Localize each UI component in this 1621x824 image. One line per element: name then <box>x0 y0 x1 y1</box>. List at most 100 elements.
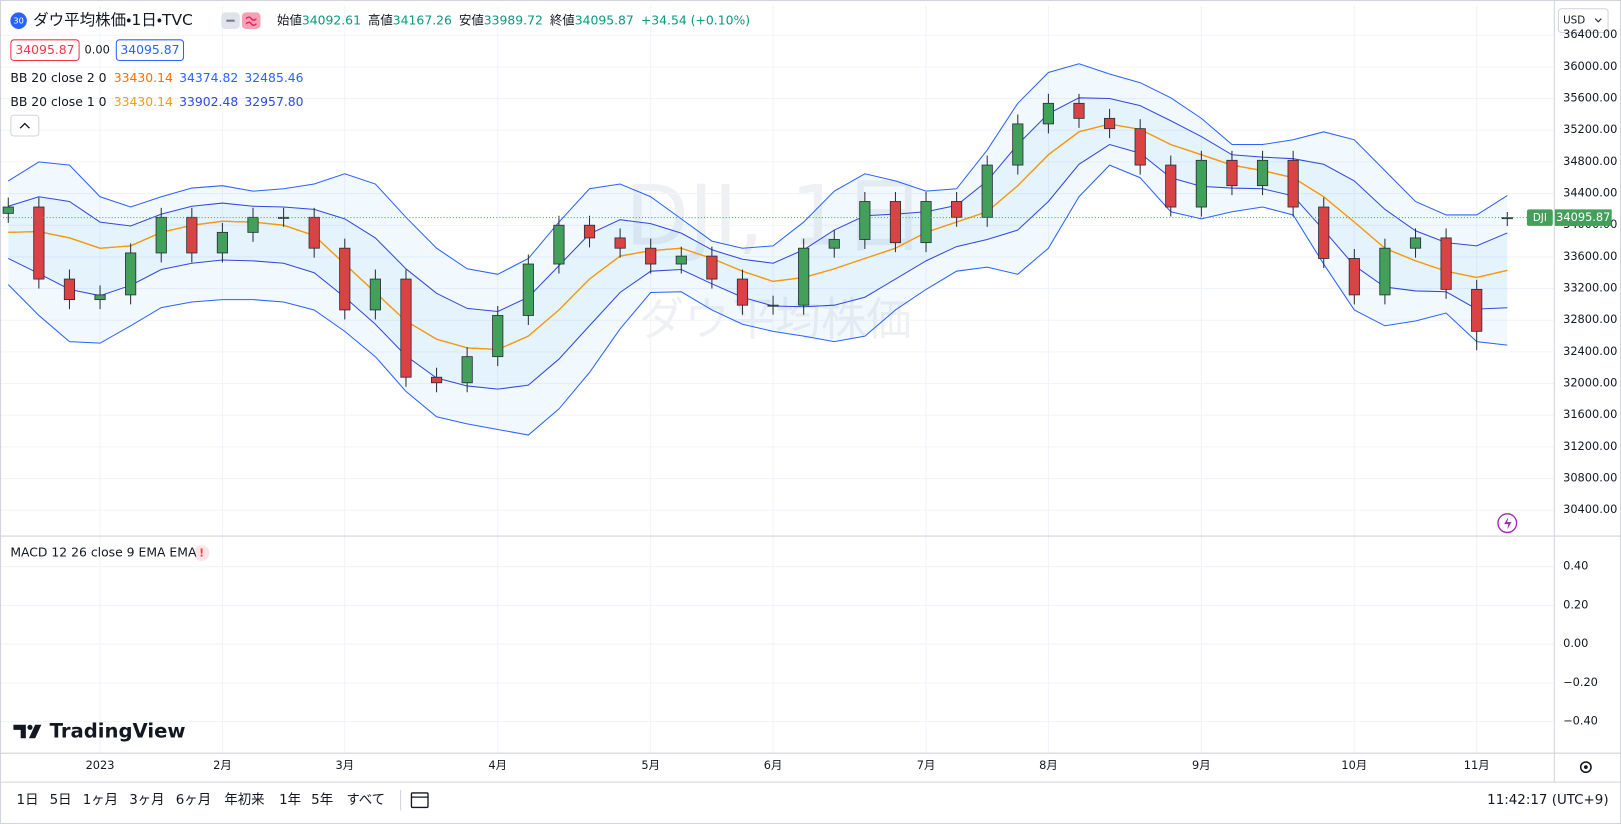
indicator-name[interactable]: BB 20 close 1 0 <box>10 94 106 109</box>
candle-body <box>889 201 902 244</box>
y-tick-label: 32400.00 <box>1563 344 1617 358</box>
range-button[interactable]: 1日 <box>17 793 39 808</box>
candle-body <box>492 315 504 358</box>
candle-body <box>33 206 45 280</box>
indicator-name[interactable]: BB 20 close 2 0 <box>10 70 106 85</box>
candle-body <box>430 376 443 384</box>
range-button[interactable]: 年初来 <box>224 792 264 808</box>
y-tick-label: 34400.00 <box>1563 186 1617 200</box>
y-tick-label: 30400.00 <box>1563 502 1617 516</box>
collapse-legend-button[interactable] <box>10 114 40 137</box>
candle-body <box>2 206 14 214</box>
candle-body <box>1379 247 1391 296</box>
candle-body <box>981 164 993 218</box>
candle-body <box>1012 123 1024 166</box>
candle-body <box>1348 258 1360 296</box>
settings-button[interactable] <box>1579 761 1592 774</box>
sell-button[interactable] <box>10 39 80 61</box>
candle-body <box>1073 102 1085 119</box>
candle-body <box>1471 288 1483 332</box>
logo-mark <box>28 724 42 739</box>
indicator-value: 33430.14 <box>114 70 173 85</box>
candle-body <box>1256 159 1269 187</box>
range-button[interactable]: 3ヶ月 <box>129 793 164 808</box>
range-button[interactable]: 5年 <box>311 792 333 808</box>
candle-body <box>920 201 932 244</box>
clock[interactable]: 11:42:17 (UTC+9) <box>1487 793 1608 808</box>
buy-button[interactable] <box>115 39 185 61</box>
y-tick-label: −0.20 <box>1563 675 1598 689</box>
currency-button[interactable] <box>1557 8 1609 34</box>
ohlc-value: 34095.87 <box>575 12 634 27</box>
band-upper-line <box>7 63 1508 275</box>
band-fill <box>8 63 1508 436</box>
ohlc-value: 34167.26 <box>393 12 452 27</box>
y-tick-label: 34800.00 <box>1563 154 1617 168</box>
candle-body <box>125 252 137 296</box>
range-button[interactable]: 1ヶ月 <box>83 793 118 808</box>
candle-body <box>369 278 381 311</box>
candle-body <box>675 255 687 265</box>
candle-body <box>1409 237 1422 249</box>
header: 30 ダウ平均株価・1日・TVC 始値34092.61 高値34167.26 安… <box>10 11 750 137</box>
candle-body <box>1165 164 1177 208</box>
ohlc-readout: 始値34092.61 高値34167.26 安値33989.72 終値34095… <box>277 12 750 27</box>
candle-body <box>583 224 596 239</box>
collapse-icon <box>19 122 30 129</box>
candle-body <box>736 278 749 306</box>
indicator-value: 33430.14 <box>114 94 173 109</box>
last-price-label-bg <box>1554 209 1612 226</box>
candle-body <box>1104 117 1116 130</box>
watermark-name: ダウ平均株価 <box>639 293 912 346</box>
candle-body <box>522 263 534 316</box>
x-tick-label: 10月 <box>1341 758 1367 772</box>
candle-body <box>706 255 718 280</box>
sell-price: 34095.87 <box>15 42 74 57</box>
candle-body <box>1042 102 1054 125</box>
symbol-title[interactable]: ダウ平均株価・1日・TVC <box>33 11 193 29</box>
x-tick-label: 2月 <box>213 758 232 772</box>
indicator-legend: BB 20 close 2 0 33430.14 34374.82 32485.46 B… <box>10 70 303 109</box>
band-upper-line <box>8 97 1508 313</box>
y-tick-label: −0.40 <box>1563 714 1598 728</box>
brand-name: TradingView <box>50 719 186 742</box>
candle-body <box>1226 159 1238 187</box>
y-tick-label: 32800.00 <box>1563 312 1617 326</box>
range-button[interactable]: 6ヶ月 <box>176 793 211 808</box>
candle-body <box>951 201 963 218</box>
y-tick-label: 0.40 <box>1563 559 1588 573</box>
range-button[interactable]: 5日 <box>50 793 72 808</box>
candle-body <box>94 294 106 301</box>
candle-body <box>216 231 228 254</box>
candle-body <box>400 278 412 378</box>
logo: TradingView <box>13 719 186 742</box>
ohlc-label: 終値 <box>550 12 575 27</box>
plot-area <box>0 5 1554 753</box>
indicator-warning[interactable] <box>193 545 210 561</box>
x-tick-label: 7月 <box>917 758 936 772</box>
ohlc-value: 33989.72 <box>484 12 543 27</box>
candle-body <box>247 216 259 233</box>
indicator-name[interactable]: MACD 12 26 close 9 EMA EMA <box>10 545 197 560</box>
last-price-label: 34095.87 <box>1556 210 1610 224</box>
candle-body <box>461 356 473 384</box>
range-button[interactable]: すべて <box>346 792 385 808</box>
indicator-value: 32485.46 <box>244 70 303 85</box>
market-icon[interactable] <box>241 12 261 29</box>
warning-mark: ! <box>199 548 204 560</box>
band-fill <box>8 97 1508 390</box>
candle-body <box>645 247 657 265</box>
y-tick-label: 0.00 <box>1563 636 1588 650</box>
logo-mark <box>13 724 26 739</box>
goto-date-button[interactable] <box>410 792 429 809</box>
y-tick-label: 32000.00 <box>1563 376 1617 390</box>
indicator-value: 33902.48 <box>179 94 238 109</box>
price-change: +34.54 (+0.10%) <box>641 12 750 27</box>
range-button[interactable]: 1年 <box>279 792 301 808</box>
candle-body <box>767 304 779 307</box>
x-tick-label: 9月 <box>1192 758 1211 772</box>
x-tick-label: 2023 <box>86 758 115 772</box>
ohlc-label: 高値 <box>368 12 393 27</box>
